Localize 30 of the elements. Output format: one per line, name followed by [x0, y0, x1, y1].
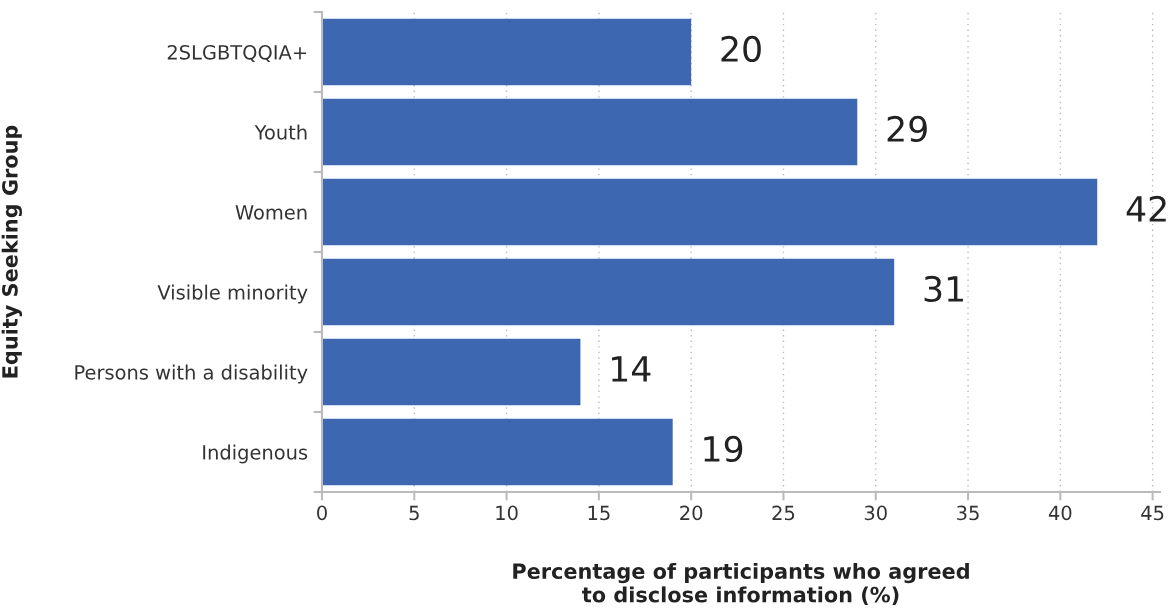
- x-tick-label: 35: [957, 505, 979, 521]
- x-tick-label: 15: [588, 505, 610, 521]
- x-tick-label: 30: [864, 505, 887, 521]
- y-tick-label: Women: [235, 205, 307, 220]
- data-label: 20: [721, 35, 761, 63]
- bar: [322, 18, 692, 86]
- x-tick-label: 20: [680, 505, 703, 521]
- y-tick-label: 2SLGBTQQIA+: [167, 44, 307, 62]
- x-tick-label: 45: [1141, 505, 1164, 521]
- bar: [322, 418, 673, 486]
- bar: [322, 258, 895, 326]
- data-label: 29: [887, 115, 927, 143]
- data-label: 31: [924, 275, 963, 303]
- bar: [322, 338, 581, 406]
- x-tick-label: 25: [772, 505, 795, 521]
- x-tick-label: 40: [1048, 505, 1072, 521]
- y-tick-label: Youth: [254, 124, 307, 140]
- x-tick-label: 0: [317, 505, 327, 521]
- x-tick-label: 5: [409, 505, 419, 521]
- bar: [322, 98, 858, 166]
- data-label: 19: [704, 435, 743, 463]
- y-axis-title: Equity Seeking Group: [1, 125, 22, 378]
- data-label: 42: [1126, 195, 1166, 222]
- y-tick-label: Indigenous: [203, 444, 308, 464]
- x-axis-title: Percentage of participants who agreed to disclose information (%): [513, 562, 969, 605]
- y-tick-label: Persons with a disability: [75, 364, 308, 384]
- bar: [322, 178, 1098, 246]
- data-label: 14: [612, 356, 651, 382]
- x-tick-label: 10: [496, 505, 518, 521]
- y-tick-label: Visible minority: [157, 284, 308, 304]
